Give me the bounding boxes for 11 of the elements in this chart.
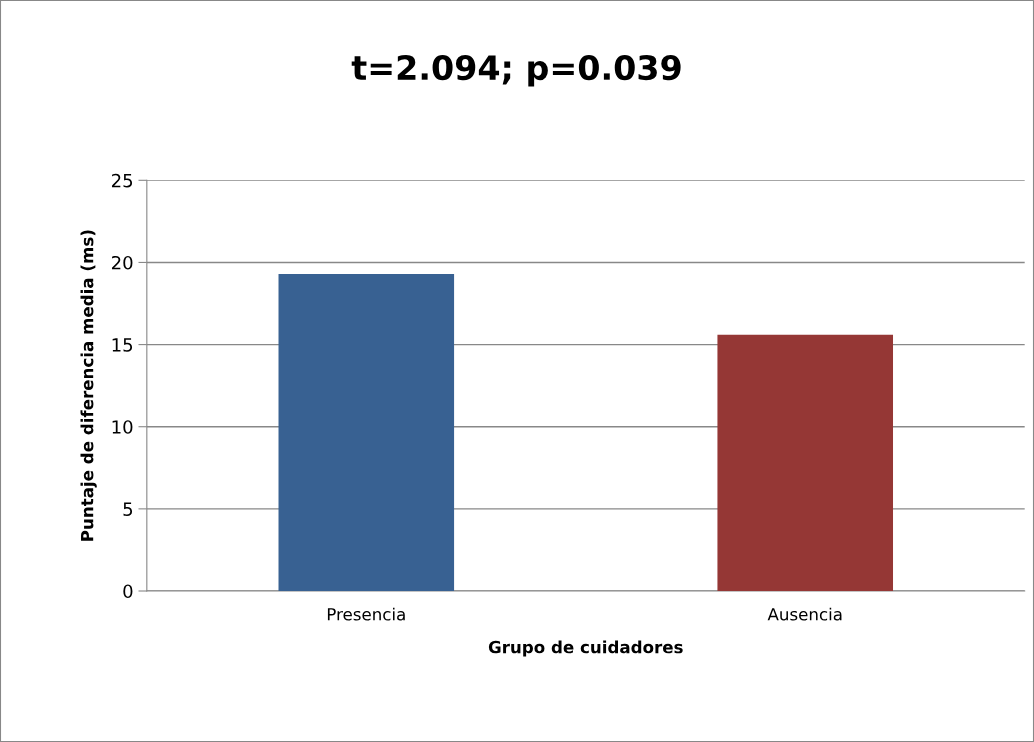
x-tick-label: Ausencia	[767, 607, 842, 621]
y-tick-label: 15	[112, 338, 133, 352]
y-tick-label: 20	[111, 255, 133, 270]
y-tick-label: 5	[123, 502, 133, 516]
x-axis-title: Grupo de cuidadores	[488, 640, 683, 657]
x-tick-label: Presencia	[327, 607, 405, 621]
y-tick-label: 25	[111, 173, 133, 188]
y-axis-title: Puntaje de diferencia media (ms)	[80, 230, 97, 541]
chart-title: t=2.094; p=0.039	[351, 54, 681, 87]
y-tick-label: 10	[112, 420, 133, 434]
y-tick-label: 0	[123, 584, 133, 599]
